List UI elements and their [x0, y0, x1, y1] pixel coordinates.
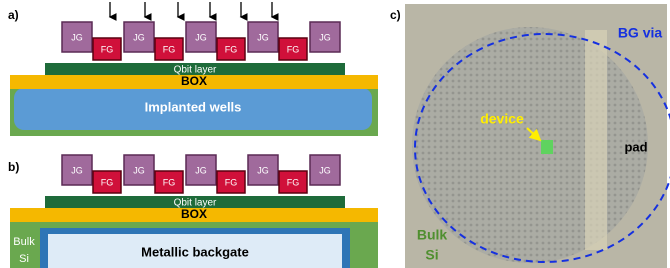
- gate-label: JG: [71, 32, 83, 42]
- pad-strip: [585, 30, 607, 250]
- panel-label: c): [390, 8, 401, 22]
- gate-label: FG: [101, 177, 114, 187]
- backgate-label: Metallic backgate: [141, 244, 249, 259]
- box-label: BOX: [181, 207, 207, 221]
- wells-label: Implanted wells: [145, 99, 242, 114]
- gate-label: FG: [163, 44, 176, 54]
- device-label: device: [480, 111, 524, 127]
- bulk-label: Bulk: [13, 236, 35, 248]
- gate-label: JG: [133, 165, 145, 175]
- bulk-label: Bulk: [417, 227, 448, 243]
- gate-label: FG: [225, 177, 238, 187]
- bg-via-label: BG via: [618, 25, 663, 41]
- gate-label: JG: [133, 32, 145, 42]
- panel-label: b): [8, 160, 19, 174]
- box-label: BOX: [181, 74, 207, 88]
- gate-label: FG: [163, 177, 176, 187]
- via-region: [412, 27, 648, 263]
- qbit-label: Qbit layer: [174, 65, 217, 76]
- figure: a) Implanted wells BOX Qbit layer JG FG JG…: [0, 0, 670, 268]
- gate-label: JG: [257, 165, 269, 175]
- gate-label: FG: [101, 44, 114, 54]
- pad-label: pad: [624, 139, 647, 154]
- gate-label: JG: [195, 165, 207, 175]
- gate-label: JG: [319, 165, 331, 175]
- gate-label: JG: [195, 32, 207, 42]
- qbit-label: Qbit layer: [174, 198, 217, 209]
- gate-label: FG: [287, 177, 300, 187]
- gate-label: FG: [225, 44, 238, 54]
- device: [541, 140, 553, 154]
- arrows: [110, 2, 272, 17]
- gate-label: JG: [71, 165, 83, 175]
- gate-label: FG: [287, 44, 300, 54]
- gate-label: JG: [257, 32, 269, 42]
- panel-label: a): [8, 8, 19, 22]
- gate-label: JG: [319, 32, 331, 42]
- bulk-label: Si: [19, 253, 29, 265]
- bulk-label: Si: [425, 247, 438, 263]
